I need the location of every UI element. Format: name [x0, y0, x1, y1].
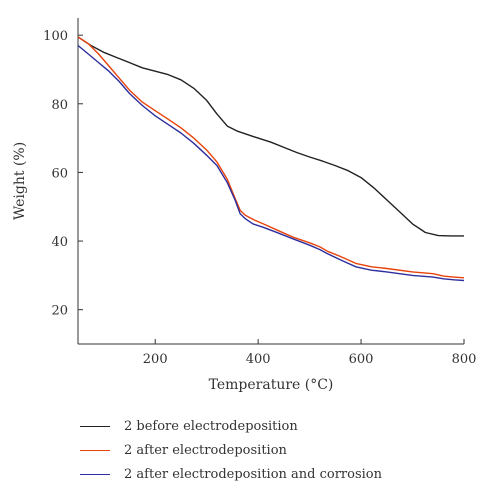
legend-swatch	[80, 473, 110, 475]
legend-item: 2 before electrodeposition	[80, 414, 382, 438]
y-tick-label: 100	[43, 29, 68, 44]
y-axis-title: Weight (%)	[12, 142, 28, 220]
legend-item: 2 after electrodeposition and corrosion	[80, 462, 382, 486]
legend-label: 2 after electrodeposition	[124, 442, 287, 458]
legend: 2 before electrodeposition 2 after electr…	[80, 414, 382, 486]
x-axis-title: Temperature (°C)	[209, 377, 334, 393]
x-tick-label: 600	[349, 352, 374, 367]
legend-label: 2 before electrodeposition	[124, 418, 298, 434]
tga-line-chart: 200 400 600 800 20 40 60 80 100 Temperature (°C…	[12, 18, 477, 393]
y-tick-label: 80	[51, 98, 68, 113]
series-line-3	[77, 44, 465, 282]
y-tick-label: 60	[51, 166, 68, 181]
series-lines	[77, 36, 465, 282]
y-tick-label: 40	[51, 235, 68, 250]
legend-swatch	[80, 425, 110, 427]
plot-area	[77, 18, 464, 345]
legend-swatch	[80, 449, 110, 451]
legend-label: 2 after electrodeposition and corrosion	[124, 466, 382, 482]
x-axis: 200 400 600 800	[143, 339, 477, 367]
x-tick-label: 400	[246, 352, 271, 367]
y-axis: 20 40 60 80 100	[43, 29, 83, 319]
y-tick-label: 20	[51, 304, 68, 319]
x-tick-label: 200	[143, 352, 168, 367]
legend-item: 2 after electrodeposition	[80, 438, 382, 462]
series-line-1	[77, 36, 464, 237]
x-tick-label: 800	[452, 352, 477, 367]
series-line-2	[77, 36, 465, 279]
